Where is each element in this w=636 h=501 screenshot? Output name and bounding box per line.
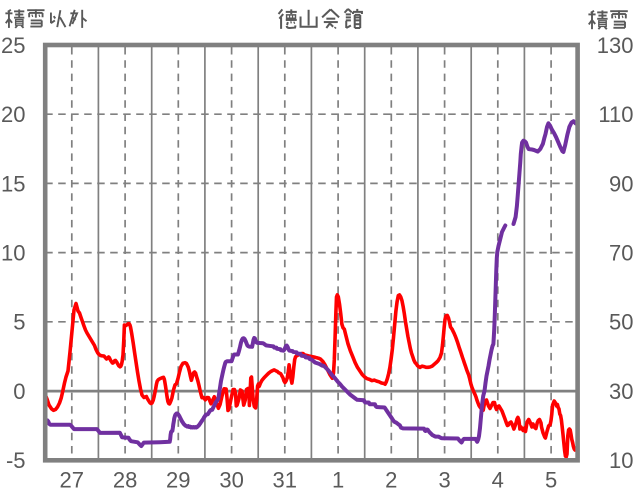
svg-text:3: 3 <box>438 468 450 493</box>
svg-text:110: 110 <box>598 102 633 127</box>
svg-text:29: 29 <box>166 468 190 493</box>
svg-text:130: 130 <box>597 33 634 58</box>
svg-text:15: 15 <box>1 171 25 196</box>
svg-text:28: 28 <box>113 468 137 493</box>
svg-text:90: 90 <box>609 171 633 196</box>
svg-text:4: 4 <box>492 468 504 493</box>
svg-text:2: 2 <box>385 468 397 493</box>
svg-text:10: 10 <box>1 241 25 266</box>
svg-text:1: 1 <box>332 468 344 493</box>
svg-text:20: 20 <box>1 102 25 127</box>
svg-text:30: 30 <box>219 468 243 493</box>
svg-text:25: 25 <box>1 33 25 58</box>
svg-text:50: 50 <box>609 310 633 335</box>
svg-text:-5: -5 <box>6 448 26 473</box>
svg-text:70: 70 <box>609 241 633 266</box>
svg-text:5: 5 <box>13 310 25 335</box>
svg-text:10: 10 <box>609 448 633 473</box>
svg-text:30: 30 <box>609 379 633 404</box>
svg-text:0: 0 <box>13 379 25 404</box>
svg-text:27: 27 <box>60 468 84 493</box>
svg-text:5: 5 <box>545 468 557 493</box>
svg-text:31: 31 <box>273 468 297 493</box>
